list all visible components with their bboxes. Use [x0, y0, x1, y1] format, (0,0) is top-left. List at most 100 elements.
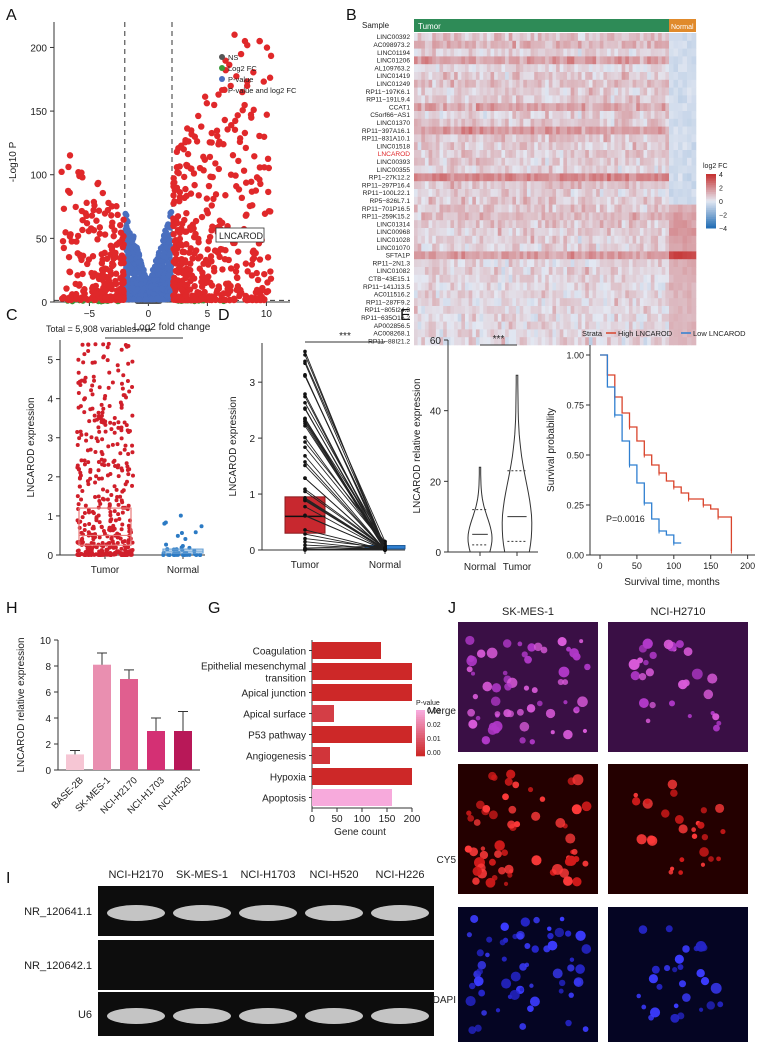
heatmap-cell	[428, 298, 433, 307]
heatmap-cell	[669, 87, 674, 96]
heatmap-cells	[414, 33, 697, 346]
heatmap-cell	[574, 48, 579, 57]
heatmap-cell	[428, 228, 433, 237]
heatmap-cell	[563, 126, 568, 135]
heatmap-cell	[414, 181, 418, 190]
heatmap-cell	[421, 157, 426, 166]
heatmap-cell	[424, 196, 429, 205]
heatmap-cell	[457, 134, 462, 143]
point	[215, 141, 222, 148]
heatmap-cell	[628, 111, 633, 120]
heatmap-cell	[424, 204, 429, 213]
heatmap-cell	[592, 79, 597, 88]
heatmap-cell	[490, 33, 495, 42]
heatmap-cell	[570, 290, 575, 299]
heatmap-cell	[632, 118, 637, 127]
heatmap-cell	[508, 196, 513, 205]
heatmap-cell	[519, 142, 524, 151]
heatmap-cell	[610, 157, 615, 166]
heatmap-cell	[658, 72, 663, 81]
heatmap-cell	[581, 196, 586, 205]
heatmap-cell	[687, 150, 692, 159]
heatmap-cell	[446, 134, 451, 143]
heatmap-cell	[435, 150, 440, 159]
heatmap-cell	[654, 235, 659, 244]
heatmap-cell	[563, 196, 568, 205]
heatmap-cell	[607, 95, 612, 104]
heatmap-cell	[665, 150, 670, 159]
heatmap-cell	[603, 150, 608, 159]
heatmap-cell	[454, 228, 459, 237]
heatmap-cell	[556, 251, 561, 260]
heatmap-cell	[541, 282, 546, 291]
heatmap-cell	[497, 103, 502, 112]
heatmap-cell	[607, 87, 612, 96]
point	[120, 216, 127, 223]
heatmap-cell	[424, 251, 429, 260]
heatmap-cell	[596, 118, 601, 127]
heatmap-cell	[577, 220, 582, 229]
heatmap-cell	[439, 290, 444, 299]
heatmap-cell	[443, 274, 448, 283]
heatmap-cell	[454, 40, 459, 49]
heatmap-cell	[468, 196, 473, 205]
point	[183, 265, 190, 272]
heatmap-cell	[654, 56, 659, 65]
heatmap-cell	[603, 290, 608, 299]
heatmap-cell	[461, 259, 466, 268]
heatmap-cell	[417, 126, 422, 135]
heatmap-cell	[687, 259, 692, 268]
heatmap-cell	[450, 165, 455, 174]
heatmap-cell	[443, 243, 448, 252]
heatmap-cell	[574, 298, 579, 307]
heatmap-cell	[628, 212, 633, 221]
heatmap-cell	[599, 204, 604, 213]
heatmap-cell	[548, 282, 553, 291]
heatmap-cell	[508, 251, 513, 260]
heatmap-cell	[435, 95, 440, 104]
heatmap-cell	[682, 95, 688, 104]
heatmap-cell	[505, 118, 510, 127]
heatmap-cell	[501, 134, 506, 143]
heatmap-cell	[497, 56, 502, 65]
heatmap-cell	[494, 95, 499, 104]
heatmap-cell	[475, 87, 480, 96]
heatmap-cell	[650, 290, 655, 299]
heatmap-cell	[519, 298, 524, 307]
heatmap-cell	[541, 220, 546, 229]
heatmap-cell	[428, 79, 433, 88]
heatmap-cell	[588, 243, 593, 252]
heatmap-cell	[559, 111, 564, 120]
legend-label: NS	[228, 53, 238, 62]
heatmap-cell	[599, 87, 604, 96]
heatmap-cell	[541, 33, 546, 42]
heatmap-cell	[618, 212, 622, 221]
heatmap-cell	[454, 87, 459, 96]
heatmap-cell	[537, 228, 542, 237]
heatmap-cell	[563, 282, 568, 291]
heatmap-cell	[687, 165, 692, 174]
heatmap-cell	[490, 235, 495, 244]
heatmap-cell	[678, 165, 683, 174]
heatmap-cell	[592, 87, 597, 96]
point	[102, 287, 109, 294]
point	[208, 139, 215, 146]
heatmap-cell	[530, 251, 535, 260]
heatmap-cell	[577, 189, 582, 198]
heatmap-cell	[450, 228, 455, 237]
heatmap-cell	[691, 103, 697, 112]
point	[155, 252, 162, 259]
heatmap-cell	[639, 204, 644, 213]
heatmap-cell	[687, 157, 692, 166]
heatmap-cell	[639, 157, 644, 166]
heatmap-cell	[486, 40, 491, 49]
heatmap-cell	[421, 48, 426, 57]
point	[234, 112, 241, 119]
heatmap-cell	[673, 126, 679, 135]
heatmap-cell	[523, 282, 528, 291]
heatmap-cell	[610, 142, 615, 151]
heatmap-cell	[414, 56, 418, 65]
heatmap-cell	[574, 157, 579, 166]
heatmap-cell	[577, 243, 582, 252]
heatmap-cell	[512, 165, 517, 174]
